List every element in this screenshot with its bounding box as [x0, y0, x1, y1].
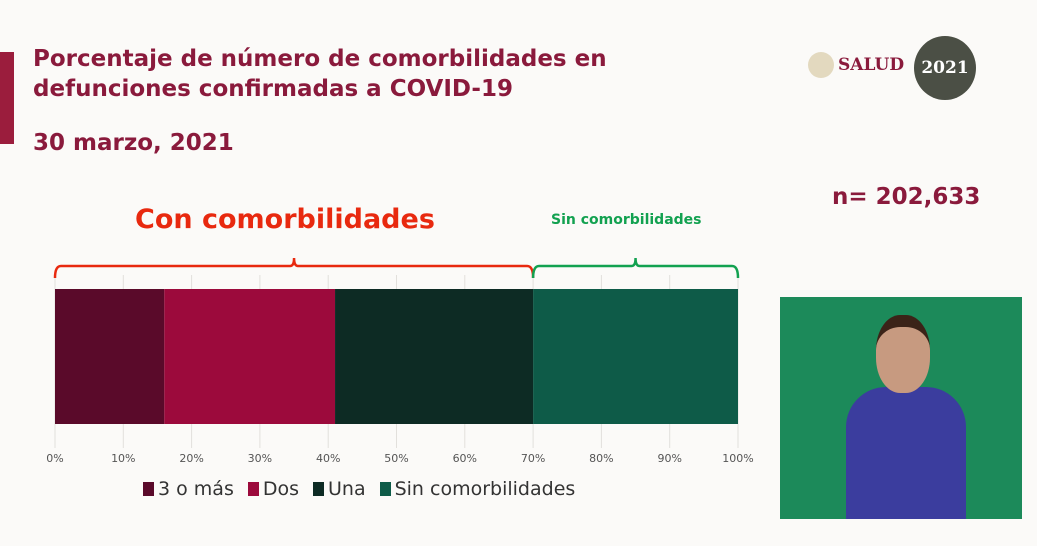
accent-bar	[0, 52, 14, 144]
legend-swatch	[313, 482, 324, 496]
chart-legend: 3 o más Dos Una Sin comorbilidades	[143, 478, 575, 500]
x-tick-label: 0%	[46, 452, 63, 465]
x-tick-label: 20%	[179, 452, 203, 465]
interpreter-head	[876, 315, 930, 393]
x-tick-label: 90%	[657, 452, 681, 465]
mexico-2021-logo: 2021	[914, 36, 976, 100]
legend-item: Una	[313, 478, 366, 500]
interpreter-body	[846, 387, 966, 519]
x-tick-label: 10%	[111, 452, 135, 465]
legend-item: Sin comorbilidades	[379, 478, 576, 500]
sin-comorbilidades-brace	[531, 257, 740, 279]
con-comorbilidades-brace	[53, 257, 535, 279]
bar-segment	[164, 289, 336, 424]
seal-icon	[808, 52, 834, 78]
legend-swatch	[379, 482, 391, 496]
legend-label: Una	[328, 478, 366, 500]
legend-item: Dos	[247, 478, 299, 500]
salud-logo: SALUD	[808, 52, 904, 78]
legend-label: Sin comorbilidades	[394, 478, 576, 500]
legend-item: 3 o más	[143, 478, 234, 500]
page-title: Porcentaje de número de comorbilidades e…	[33, 46, 607, 102]
x-tick-label: 80%	[589, 452, 613, 465]
salud-text: SALUD	[838, 55, 905, 75]
slide-date: 30 marzo, 2021	[33, 130, 234, 156]
legend-swatch	[143, 482, 154, 496]
con-comorbilidades-label: Con comorbilidades	[135, 204, 435, 235]
x-tick-label: 60%	[453, 452, 477, 465]
x-tick-label: 30%	[248, 452, 272, 465]
bar-segment	[55, 289, 165, 424]
legend-label: Dos	[262, 478, 299, 500]
logo-year: 2021	[921, 58, 969, 78]
x-tick-label: 100%	[722, 452, 753, 465]
bar-segment	[533, 289, 738, 424]
legend-swatch	[247, 482, 259, 496]
sample-size: n= 202,633	[832, 184, 981, 210]
bar-segment	[335, 289, 534, 424]
sign-language-interpreter-video	[780, 297, 1022, 519]
sin-comorbilidades-label: Sin comorbilidades	[551, 212, 702, 228]
legend-label: 3 o más	[158, 478, 234, 500]
x-tick-label: 40%	[316, 452, 340, 465]
x-tick-label: 70%	[521, 452, 545, 465]
x-tick-label: 50%	[384, 452, 408, 465]
